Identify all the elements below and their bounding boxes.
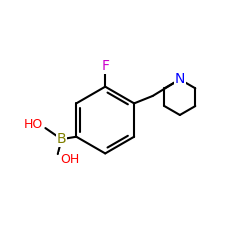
Text: B: B — [57, 132, 66, 146]
Text: N: N — [175, 72, 185, 86]
Text: OH: OH — [60, 153, 80, 166]
Text: HO: HO — [24, 118, 43, 131]
Text: F: F — [101, 60, 109, 74]
